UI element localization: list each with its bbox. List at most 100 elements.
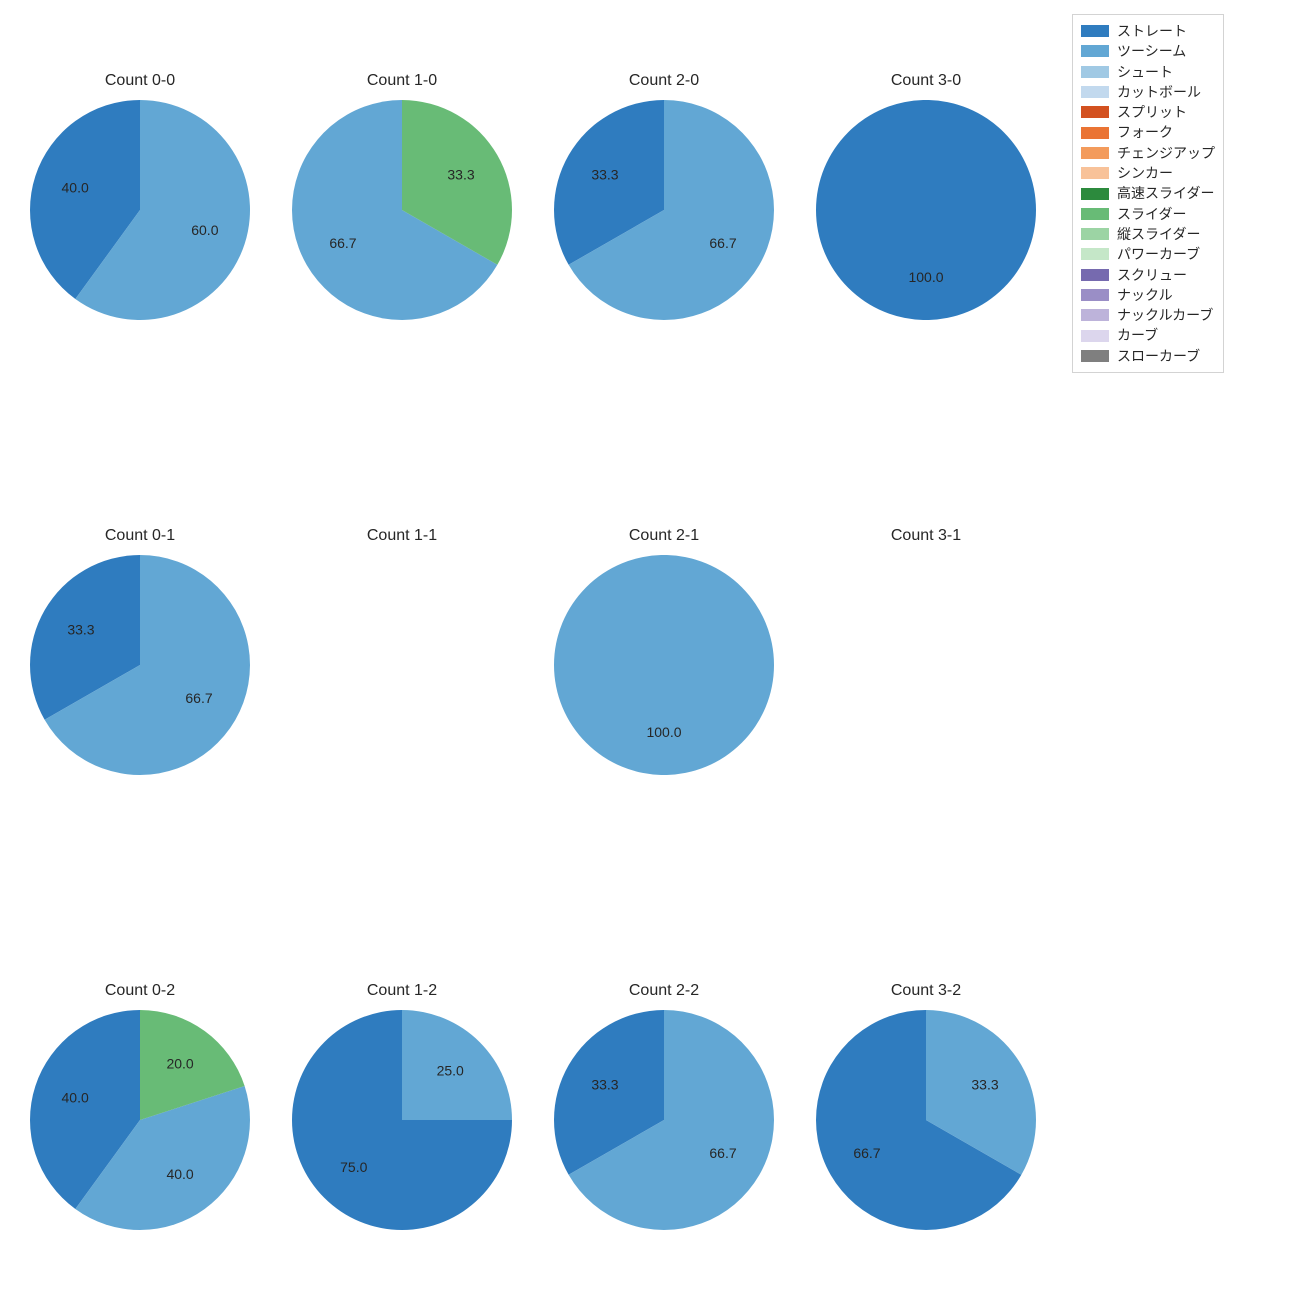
pie-chart: Count 0-040.060.0 xyxy=(30,100,250,320)
pie-chart: Count 0-240.040.020.0 xyxy=(30,1010,250,1230)
chart-title: Count 2-1 xyxy=(554,527,774,545)
pie-slice-label: 20.0 xyxy=(166,1056,193,1072)
legend-swatch xyxy=(1081,289,1109,301)
legend-item: 高速スライダー xyxy=(1081,183,1215,203)
legend-label: フォーク xyxy=(1117,122,1173,142)
legend-swatch xyxy=(1081,66,1109,78)
pie-slice-label: 33.3 xyxy=(447,167,474,183)
legend-label: ストレート xyxy=(1117,21,1187,41)
pie-svg xyxy=(292,555,512,775)
chart-title: Count 3-0 xyxy=(816,72,1036,90)
chart-title: Count 1-1 xyxy=(292,527,512,545)
legend-item: フォーク xyxy=(1081,122,1215,142)
legend-label: スライダー xyxy=(1117,204,1186,224)
pie-svg: 40.0 40.0 20.0 xyxy=(30,1010,250,1230)
pie-slice xyxy=(816,100,1036,320)
pie-slice-label: 100.0 xyxy=(908,269,943,285)
pie-chart: Count 1-066.733.3 xyxy=(292,100,512,320)
pie-svg: 100.0 xyxy=(816,100,1036,320)
pie-svg xyxy=(816,555,1036,775)
pie-slice-label: 40.0 xyxy=(62,1090,89,1106)
legend-item: カットボール xyxy=(1081,82,1215,102)
pie-slice-label: 60.0 xyxy=(191,222,218,238)
legend-label: スプリット xyxy=(1117,102,1187,122)
pie-slice-label: 100.0 xyxy=(646,724,681,740)
pie-slice-label: 25.0 xyxy=(437,1062,464,1078)
legend-swatch xyxy=(1081,86,1109,98)
pie-chart-grid: Count 0-040.060.0 Count 1-0 66.7 33.3 Count … xyxy=(0,0,1300,1300)
legend-label: ナックルカーブ xyxy=(1117,305,1213,325)
pie-slice-label: 40.0 xyxy=(166,1166,193,1182)
legend-swatch xyxy=(1081,208,1109,220)
pie-chart: Count 0-133.366.7 xyxy=(30,555,250,775)
legend-label: スローカーブ xyxy=(1117,346,1200,366)
legend-swatch xyxy=(1081,269,1109,281)
pie-svg: 66.7 33.3 xyxy=(292,100,512,320)
legend-swatch xyxy=(1081,330,1109,342)
pie-slice-label: 33.3 xyxy=(591,1077,618,1093)
chart-title: Count 1-0 xyxy=(292,72,512,90)
legend-item: スプリット xyxy=(1081,102,1215,122)
pie-svg: 40.060.0 xyxy=(30,100,250,320)
legend-label: ナックル xyxy=(1117,285,1173,305)
pie-slice-label: 66.7 xyxy=(329,235,356,251)
chart-title: Count 1-2 xyxy=(292,982,512,1000)
legend-label: パワーカーブ xyxy=(1117,244,1200,264)
legend-swatch xyxy=(1081,309,1109,321)
legend-label: チェンジアップ xyxy=(1117,143,1215,163)
pie-svg: 33.3 66.7 xyxy=(554,100,774,320)
legend-swatch xyxy=(1081,45,1109,57)
legend-item: ストレート xyxy=(1081,21,1215,41)
legend-item: カーブ xyxy=(1081,325,1215,345)
pie-svg: 66.7 33.3 xyxy=(816,1010,1036,1230)
chart-title: Count 2-2 xyxy=(554,982,774,1000)
pie-chart: Count 2-233.366.7 xyxy=(554,1010,774,1230)
legend-item: ナックルカーブ xyxy=(1081,305,1215,325)
legend-item: スローカーブ xyxy=(1081,346,1215,366)
pie-svg: 75.0 25.0 xyxy=(292,1010,512,1230)
pie-slice-label: 33.3 xyxy=(591,167,618,183)
pie-chart: Count 3-1 xyxy=(816,555,1036,775)
legend-label: シンカー xyxy=(1117,163,1173,183)
legend-label: 縦スライダー xyxy=(1117,224,1200,244)
legend-item: シュート xyxy=(1081,62,1215,82)
pie-slice-label: 66.7 xyxy=(709,1145,736,1161)
pie-chart: Count 3-266.733.3 xyxy=(816,1010,1036,1230)
legend-label: ツーシーム xyxy=(1117,41,1186,61)
chart-title: Count 0-2 xyxy=(30,982,250,1000)
pie-slice-label: 75.0 xyxy=(340,1159,367,1175)
legend-swatch xyxy=(1081,188,1109,200)
pie-svg: 100.0 xyxy=(554,555,774,775)
legend-label: シュート xyxy=(1117,62,1173,82)
legend-swatch xyxy=(1081,248,1109,260)
legend-item: スクリュー xyxy=(1081,265,1215,285)
pie-slice xyxy=(554,555,774,775)
legend-label: 高速スライダー xyxy=(1117,183,1214,203)
legend-swatch xyxy=(1081,228,1109,240)
legend-item: ツーシーム xyxy=(1081,41,1215,61)
legend-label: カーブ xyxy=(1117,325,1158,345)
legend-swatch xyxy=(1081,167,1109,179)
legend-item: パワーカーブ xyxy=(1081,244,1215,264)
legend-swatch xyxy=(1081,127,1109,139)
legend-label: スクリュー xyxy=(1117,265,1187,285)
pie-chart: Count 3-0100.0 xyxy=(816,100,1036,320)
legend-label: カットボール xyxy=(1117,82,1201,102)
pie-slice-label: 33.3 xyxy=(67,622,94,638)
legend-swatch xyxy=(1081,106,1109,118)
pie-chart: Count 2-033.366.7 xyxy=(554,100,774,320)
pie-slice-label: 33.3 xyxy=(971,1077,998,1093)
legend-item: ナックル xyxy=(1081,285,1215,305)
pie-svg: 33.3 66.7 xyxy=(30,555,250,775)
pie-chart: Count 1-275.025.0 xyxy=(292,1010,512,1230)
pie-slice-label: 66.7 xyxy=(709,235,736,251)
pie-slice-label: 66.7 xyxy=(853,1145,880,1161)
pie-slice-label: 66.7 xyxy=(185,690,212,706)
pie-svg: 33.3 66.7 xyxy=(554,1010,774,1230)
legend-swatch xyxy=(1081,25,1109,37)
legend-item: シンカー xyxy=(1081,163,1215,183)
chart-title: Count 0-1 xyxy=(30,527,250,545)
pie-chart: Count 1-1 xyxy=(292,555,512,775)
legend: ストレートツーシームシュートカットボールスプリットフォークチェンジアップシンカー… xyxy=(1072,14,1224,373)
chart-title: Count 3-2 xyxy=(816,982,1036,1000)
